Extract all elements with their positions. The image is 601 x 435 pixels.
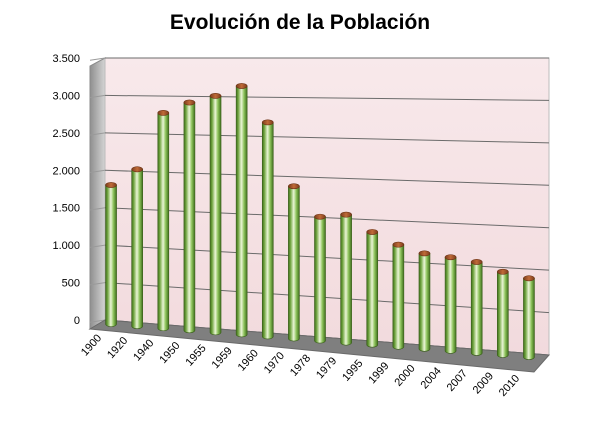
x-tick-label: 2010 [497,373,522,399]
bar-body [131,169,143,329]
x-tick-label: 2009 [471,370,496,396]
bar [183,99,196,334]
bar-body [288,185,300,342]
gridline [104,169,550,186]
x-tick-label: 1950 [157,340,182,366]
x-tick-label: 1970 [262,350,287,376]
bar [444,254,457,354]
bar-top [131,166,143,173]
bar-body [261,122,274,340]
bar-top [288,183,300,190]
bar-top [157,110,170,116]
x-tick-label: 1900 [79,332,104,358]
y-tick-label: 1.500 [52,203,80,215]
side-wall [89,57,106,330]
bar-top [183,99,196,106]
y-tick-label: 0 [74,315,80,327]
bar-top [235,83,248,89]
bar-body [235,85,248,338]
bar-body [418,253,431,352]
bar [288,183,300,342]
bar-body [209,95,222,336]
bar [209,92,222,336]
bar-top [314,213,326,220]
x-tick-label: 1999 [366,360,391,386]
bar [523,275,535,360]
gridline [104,132,550,144]
side-gridline [89,57,106,61]
bar-top [340,211,352,218]
side-gridline [89,132,106,136]
x-tick-label: 1978 [288,352,313,378]
side-gridline [89,169,106,174]
bar-body [105,184,117,327]
x-tick-label: 1995 [340,358,365,384]
bar [235,83,248,338]
y-tick-label: 500 [62,278,80,290]
x-tick-label: 1940 [131,337,156,363]
bar [340,211,352,346]
bar-top [105,182,117,188]
bar-top [392,241,405,248]
bar-body [366,231,379,348]
bar [131,166,143,329]
bar-body [314,216,326,344]
bar-body [444,256,457,354]
gridline [104,207,550,229]
bar [366,229,379,348]
bar-body [497,271,509,358]
bar [157,110,170,332]
bar-body [470,261,483,356]
bar-top [418,250,431,257]
bar-top [366,229,379,235]
side-gridline [89,207,106,211]
chart-title: Evolución de la Población [170,11,430,34]
side-gridline [89,282,106,286]
bar-top [497,268,509,275]
y-tick-label: 2.000 [52,165,80,177]
x-tick-label: 2007 [445,368,470,394]
bar [261,119,274,340]
bar-top [523,275,535,282]
bar-body [157,112,170,332]
bar-body [340,214,352,346]
bar-top [209,92,222,99]
bar-body [392,244,405,350]
x-tick-label: 1979 [314,355,339,381]
x-tick-label: 2000 [392,363,417,389]
y-tick-label: 3.000 [52,90,80,102]
bar [470,259,483,356]
bars [105,83,535,360]
bar-top [261,119,274,126]
x-tick-label: 1960 [236,347,261,373]
bar [105,182,117,327]
side-gridline [89,244,106,248]
bar-top [470,259,483,265]
x-tick-label: 1959 [210,345,235,371]
y-axis-ticks: 0 500 1.000 1.500 2.000 2.500 3.000 3.500 [52,53,80,327]
x-tick-label: 2004 [419,365,444,391]
bar [392,241,405,350]
x-tick-label: 1920 [105,335,130,361]
x-tick-label: 1955 [183,342,208,368]
bar-top [444,254,457,261]
y-tick-label: 3.500 [52,53,80,65]
bar [314,213,326,344]
side-gridline [89,319,106,323]
gridline [104,94,550,101]
bar-body [183,102,196,334]
bar [497,268,509,358]
y-tick-label: 1.000 [52,240,80,252]
bar [418,250,431,352]
bar-body [523,278,535,360]
side-gridline [89,94,106,99]
side-wall-panel [89,57,106,330]
y-tick-label: 2.500 [52,128,80,140]
